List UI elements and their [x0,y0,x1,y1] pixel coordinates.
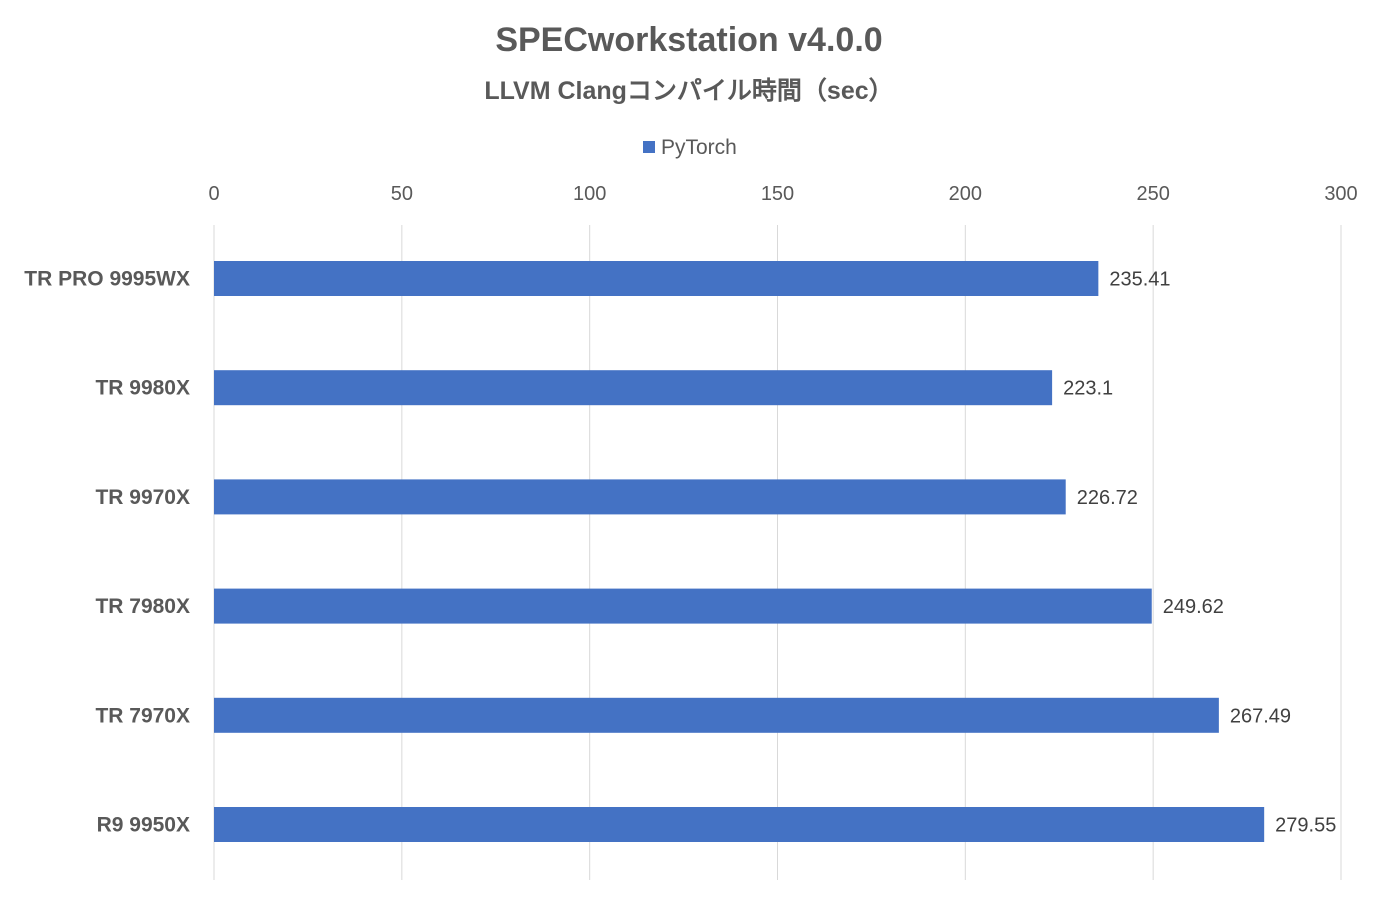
x-tick-label-50: 50 [391,183,413,205]
bars [214,261,1265,842]
data-label-r9-9950x: 279.55 [1275,815,1336,837]
legend-label-pytorch: PyTorch [661,136,737,159]
bar-tr-7980x [214,588,1152,624]
x-tick-label-300: 300 [1324,183,1357,205]
data-labels: 235.41 223.1 226.72 249.62 267.49 279.55 [1063,269,1336,837]
bar-r9-9950x [214,807,1265,842]
bar-tr-pro-9995wx [214,261,1099,296]
category-label-tr-9980x: TR 9980X [95,377,190,400]
gridlines [213,225,1342,880]
category-label-tr-9970x: TR 9970X [95,486,190,509]
x-tick-label-100: 100 [573,183,606,205]
data-label-tr-9980x: 223.1 [1063,378,1113,400]
bar-tr-9970x [214,479,1066,515]
bar-tr-9980x [214,370,1053,406]
data-label-tr-pro-9995wx: 235.41 [1109,269,1170,291]
data-label-tr-7970x: 267.49 [1230,705,1291,727]
data-label-tr-9970x: 226.72 [1077,487,1138,509]
chart-title: SPECworkstation v4.0.0 [495,21,882,59]
chart-subtitle: LLVM Clangコンパイル時間（sec） [484,76,893,105]
x-tick-label-150: 150 [761,183,794,205]
category-label-tr-7980x: TR 7980X [95,595,190,618]
x-tick-label-0: 0 [208,183,219,205]
legend: PyTorch [643,136,737,159]
x-axis-ticks: 0 50 100 150 200 250 300 [208,183,1357,205]
category-label-tr-pro-9995wx: TR PRO 9995WX [24,268,190,291]
legend-swatch-pytorch [643,141,655,153]
category-label-tr-7970x: TR 7970X [95,704,190,727]
x-tick-label-200: 200 [949,183,982,205]
x-tick-label-250: 250 [1136,183,1169,205]
y-axis-categories: TR PRO 9995WX TR 9980X TR 9970X TR 7980X TR … [24,268,190,837]
data-label-tr-7980x: 249.62 [1163,596,1224,618]
category-label-r9-9950x: R9 9950X [97,814,190,837]
bar-tr-7970x [214,697,1219,733]
